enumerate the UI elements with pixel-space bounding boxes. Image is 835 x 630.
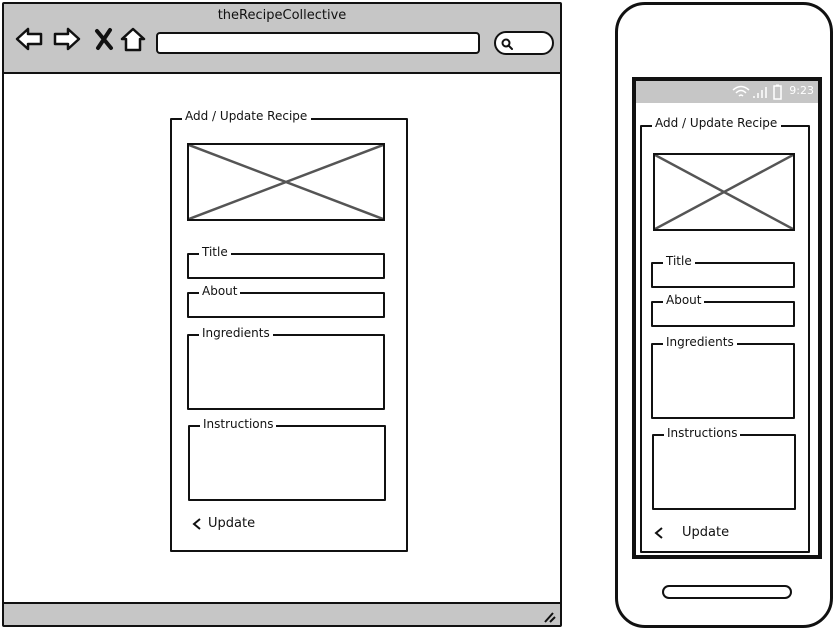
- phone-title-label: Title: [663, 254, 695, 268]
- browser-title: theRecipeCollective: [217, 8, 347, 23]
- phone-ingredients-label: Ingredients: [663, 335, 737, 349]
- phone-time: 9:23: [789, 84, 814, 97]
- ingredients-field[interactable]: Ingredients: [187, 326, 385, 410]
- phone-form-legend: Add / Update Recipe: [652, 116, 782, 130]
- signal-icon: [753, 87, 767, 98]
- phone-instructions-label: Instructions: [664, 426, 741, 440]
- about-field[interactable]: About: [187, 284, 385, 318]
- phone-image-placeholder-icon: [655, 155, 793, 229]
- phone-recipe-form-group: Add / Update Recipe Title About Ingredie…: [640, 116, 810, 553]
- phone-update-button[interactable]: Update: [654, 525, 729, 540]
- instructions-label: Instructions: [200, 417, 277, 431]
- phone-recipe-image-placeholder[interactable]: [653, 153, 795, 231]
- chevron-left-icon: [192, 517, 201, 530]
- title-field[interactable]: Title: [187, 245, 385, 279]
- recipe-form-group: Add / Update Recipe Title About Ingredie…: [170, 109, 408, 552]
- phone-device: 9:23 Add / Update Recipe Title About Ing…: [615, 2, 833, 628]
- phone-chevron-left-icon: [654, 526, 663, 539]
- close-x-icon[interactable]: [90, 24, 120, 54]
- form-legend: Add / Update Recipe: [182, 109, 312, 123]
- wifi-icon: [732, 85, 750, 97]
- search-icon: [501, 38, 513, 50]
- resize-grip-icon[interactable]: [542, 608, 556, 623]
- browser-statusbar: [4, 602, 560, 625]
- update-button[interactable]: Update: [192, 516, 255, 531]
- title-label: Title: [199, 245, 231, 259]
- browser-toolbar: theRecipeCollective: [4, 4, 560, 74]
- phone-home-button[interactable]: [662, 585, 792, 599]
- battery-icon: [773, 84, 782, 100]
- forward-arrow-icon[interactable]: [52, 24, 82, 54]
- home-icon[interactable]: [118, 24, 148, 54]
- back-arrow-icon[interactable]: [14, 24, 44, 54]
- search-box[interactable]: [494, 31, 554, 55]
- recipe-image-placeholder[interactable]: [187, 143, 385, 221]
- ingredients-label: Ingredients: [199, 326, 273, 340]
- phone-screen: 9:23 Add / Update Recipe Title About Ing…: [632, 77, 822, 559]
- phone-update-label: Update: [682, 525, 730, 540]
- phone-about-label: About: [663, 293, 705, 307]
- about-label: About: [199, 284, 241, 298]
- browser-window: theRecipeCollective Add / Update Recipe: [2, 2, 562, 627]
- instructions-field[interactable]: Instructions: [188, 417, 386, 501]
- phone-title-field[interactable]: Title: [651, 254, 795, 288]
- image-placeholder-icon: [189, 145, 383, 219]
- phone-instructions-field[interactable]: Instructions: [652, 426, 796, 510]
- update-label: Update: [208, 516, 256, 531]
- phone-ingredients-field[interactable]: Ingredients: [651, 335, 795, 419]
- url-bar[interactable]: [156, 32, 480, 54]
- phone-about-field[interactable]: About: [651, 293, 795, 327]
- phone-statusbar: 9:23: [636, 81, 818, 103]
